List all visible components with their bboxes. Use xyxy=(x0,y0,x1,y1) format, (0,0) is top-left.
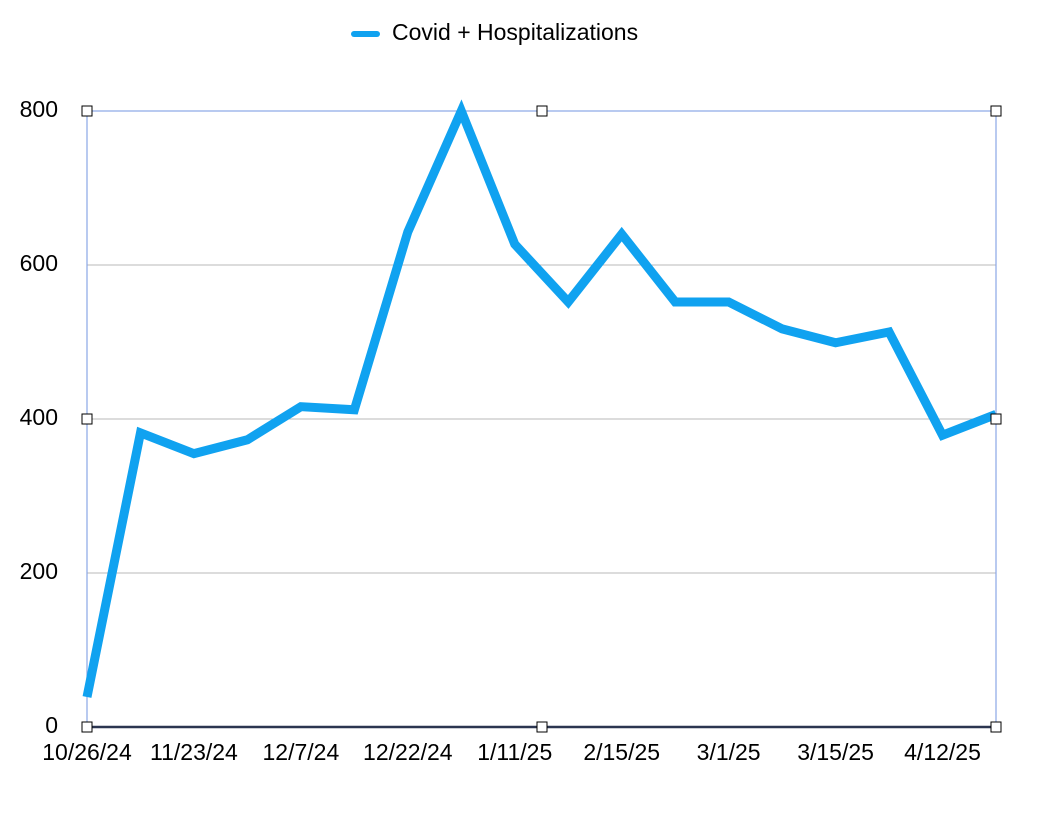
handle xyxy=(81,413,93,425)
x-tick-label: 12/7/24 xyxy=(263,739,340,765)
handle xyxy=(990,721,1002,733)
handle xyxy=(536,721,548,733)
x-tick-label: 4/12/25 xyxy=(904,739,981,765)
handle xyxy=(81,105,93,117)
selection-handles xyxy=(81,105,1002,733)
x-tick-label: 11/23/24 xyxy=(150,739,238,765)
x-tick-label: 3/15/25 xyxy=(797,739,874,765)
y-tick-label: 600 xyxy=(20,250,58,276)
legend: Covid + Hospitalizations xyxy=(351,19,638,45)
x-tick-label: 12/22/24 xyxy=(363,739,453,765)
grid xyxy=(87,110,996,728)
x-tick-label: 10/26/24 xyxy=(42,739,132,765)
handle xyxy=(536,105,548,117)
y-tick-label: 400 xyxy=(20,404,58,430)
handle xyxy=(990,105,1002,117)
handle xyxy=(81,721,93,733)
handle xyxy=(990,413,1002,425)
y-tick-label: 200 xyxy=(20,558,58,584)
x-tick-label: 3/1/25 xyxy=(697,739,761,765)
x-tick-label: 1/11/25 xyxy=(477,739,552,765)
legend-label: Covid + Hospitalizations xyxy=(392,19,638,45)
series-line xyxy=(82,99,998,698)
x-tick-label: 2/15/25 xyxy=(583,739,660,765)
y-tick-label: 0 xyxy=(45,712,58,738)
y-tick-label: 800 xyxy=(20,96,58,122)
